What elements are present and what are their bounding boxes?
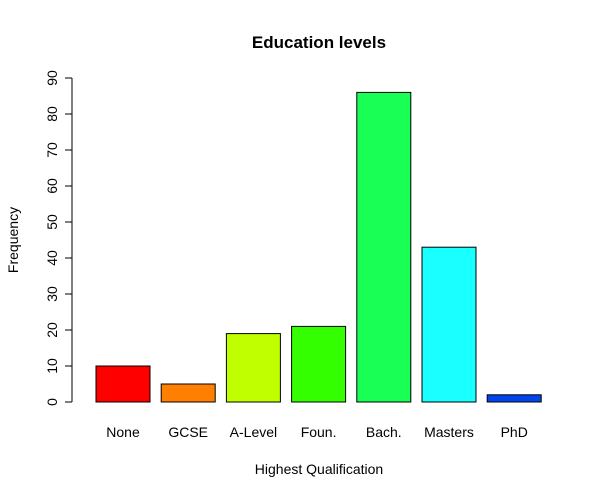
y-axis-label: Frequency bbox=[5, 207, 21, 273]
x-tick-label: Foun. bbox=[301, 424, 337, 440]
x-tick-label: Bach. bbox=[366, 424, 402, 440]
y-tick-label: 80 bbox=[44, 106, 60, 122]
x-tick-label: None bbox=[106, 424, 140, 440]
x-tick-label: A-Level bbox=[230, 424, 277, 440]
bar-bach bbox=[356, 91, 412, 403]
y-tick-label: 90 bbox=[44, 70, 60, 86]
chart-title: Education levels bbox=[252, 33, 386, 52]
y-tick-label: 40 bbox=[44, 250, 60, 266]
bar-masters bbox=[421, 246, 477, 403]
bars bbox=[95, 91, 542, 403]
bar-none bbox=[95, 365, 151, 403]
y-tick-label: 20 bbox=[44, 322, 60, 338]
bar-gcse bbox=[160, 383, 216, 403]
bar-phd bbox=[486, 394, 542, 403]
y-tick-label: 60 bbox=[44, 178, 60, 194]
y-tick-label: 50 bbox=[44, 214, 60, 230]
x-axis-label: Highest Qualification bbox=[255, 461, 383, 477]
bar-foun bbox=[291, 325, 347, 403]
y-axis: 0 10 20 30 40 50 60 70 80 90 bbox=[44, 70, 73, 406]
x-tick-label: Masters bbox=[424, 424, 474, 440]
y-tick-label: 70 bbox=[44, 142, 60, 158]
y-tick-label: 0 bbox=[44, 398, 60, 406]
x-tick-label: GCSE bbox=[168, 424, 208, 440]
y-tick-label: 10 bbox=[44, 358, 60, 374]
x-tick-label: PhD bbox=[501, 424, 528, 440]
y-tick-label: 30 bbox=[44, 286, 60, 302]
x-tick-labels: None GCSE A-Level Foun. Bach. Masters PhD bbox=[106, 424, 528, 440]
bar-a-level bbox=[225, 333, 281, 403]
